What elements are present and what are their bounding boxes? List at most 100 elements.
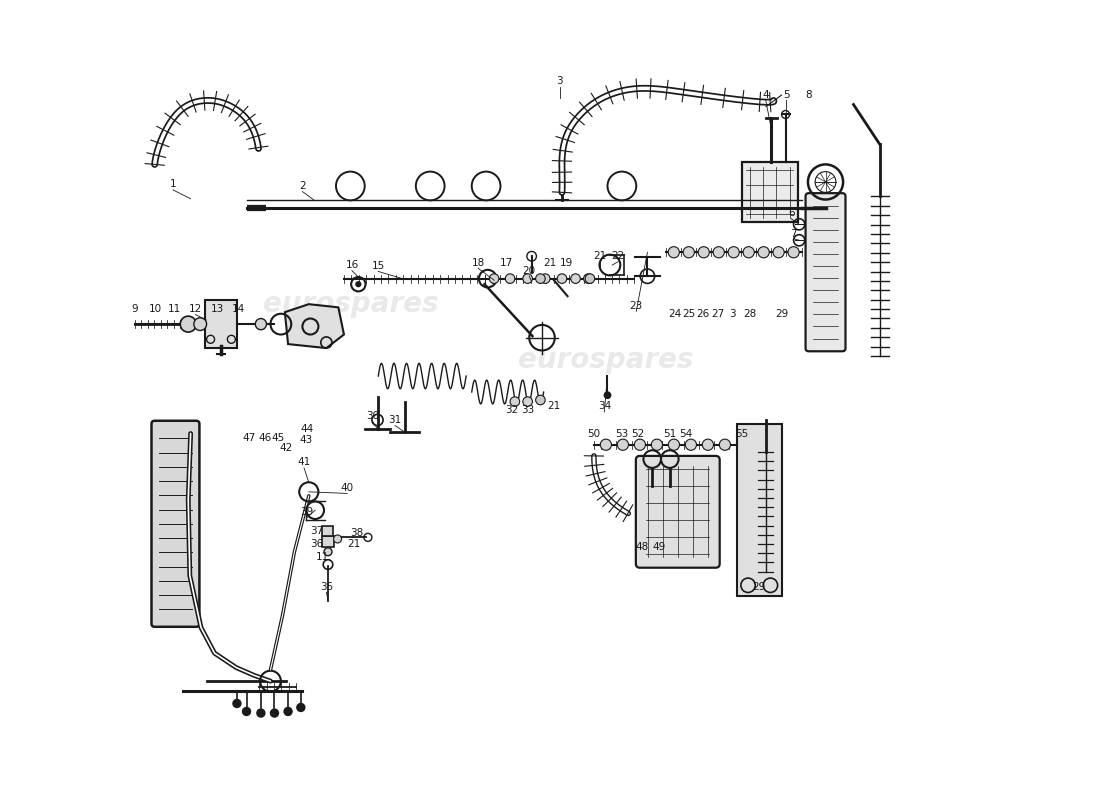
- Text: eurospares: eurospares: [263, 290, 438, 318]
- Text: 26: 26: [696, 309, 710, 318]
- Circle shape: [571, 274, 581, 283]
- Text: 4: 4: [762, 90, 769, 100]
- Circle shape: [284, 707, 292, 715]
- Text: 8: 8: [805, 90, 812, 100]
- Text: 46: 46: [258, 434, 272, 443]
- Text: 27: 27: [711, 309, 724, 318]
- Text: 24: 24: [668, 309, 681, 318]
- Text: 11: 11: [168, 304, 182, 314]
- Circle shape: [758, 246, 769, 258]
- Text: 14: 14: [232, 304, 245, 314]
- Text: 2: 2: [299, 181, 306, 191]
- Text: 47: 47: [242, 434, 255, 443]
- Circle shape: [604, 392, 611, 398]
- Circle shape: [702, 439, 714, 450]
- Bar: [321, 536, 334, 547]
- Text: 21: 21: [548, 402, 561, 411]
- Polygon shape: [205, 300, 236, 348]
- FancyBboxPatch shape: [805, 193, 846, 351]
- Text: 29: 29: [776, 309, 789, 318]
- Circle shape: [635, 439, 646, 450]
- Circle shape: [233, 699, 241, 707]
- Circle shape: [324, 548, 332, 556]
- Polygon shape: [737, 424, 782, 596]
- Text: 52: 52: [631, 429, 645, 438]
- Text: 3: 3: [557, 75, 563, 86]
- Circle shape: [522, 274, 532, 283]
- Text: 44: 44: [300, 424, 313, 434]
- Circle shape: [297, 703, 305, 711]
- Text: 50: 50: [587, 429, 601, 438]
- Circle shape: [583, 274, 593, 283]
- Text: 45: 45: [272, 434, 285, 443]
- Circle shape: [585, 274, 595, 283]
- Text: 54: 54: [679, 429, 692, 438]
- Text: 53: 53: [615, 429, 628, 438]
- Text: 11: 11: [316, 551, 329, 562]
- Text: 34: 34: [597, 402, 611, 411]
- Circle shape: [617, 439, 628, 450]
- Circle shape: [601, 439, 612, 450]
- Text: 17: 17: [500, 258, 514, 268]
- Text: 29: 29: [752, 582, 766, 592]
- Circle shape: [651, 439, 662, 450]
- Circle shape: [536, 395, 546, 405]
- Text: 40: 40: [341, 483, 354, 493]
- Circle shape: [540, 274, 550, 283]
- Polygon shape: [285, 304, 344, 348]
- Circle shape: [668, 246, 680, 258]
- Circle shape: [333, 535, 342, 543]
- FancyBboxPatch shape: [152, 421, 199, 627]
- Circle shape: [490, 274, 499, 283]
- Text: 35: 35: [320, 582, 333, 592]
- Text: 21: 21: [593, 251, 606, 262]
- Text: 41: 41: [297, 458, 310, 467]
- Circle shape: [271, 709, 278, 717]
- Text: 5: 5: [783, 90, 790, 100]
- Circle shape: [685, 439, 696, 450]
- Text: 33: 33: [521, 405, 535, 414]
- Text: 37: 37: [310, 526, 323, 536]
- Circle shape: [242, 707, 251, 715]
- Text: 49: 49: [652, 542, 666, 552]
- Circle shape: [255, 318, 266, 330]
- Circle shape: [713, 246, 724, 258]
- Text: 22: 22: [612, 251, 625, 262]
- Text: 13: 13: [211, 304, 224, 314]
- Text: 15: 15: [372, 261, 385, 271]
- Circle shape: [788, 246, 800, 258]
- Circle shape: [698, 246, 710, 258]
- Text: 21: 21: [348, 538, 361, 549]
- Text: 6: 6: [788, 208, 794, 218]
- Circle shape: [719, 439, 730, 450]
- Circle shape: [728, 246, 739, 258]
- Text: 18: 18: [472, 258, 485, 268]
- Text: 20: 20: [522, 266, 536, 276]
- Text: 19: 19: [559, 258, 573, 268]
- Text: 55: 55: [735, 429, 748, 438]
- Text: 9: 9: [131, 304, 138, 314]
- Circle shape: [558, 274, 566, 283]
- Circle shape: [773, 246, 784, 258]
- Circle shape: [536, 274, 546, 283]
- Circle shape: [356, 282, 361, 286]
- Text: 16: 16: [345, 260, 359, 270]
- Text: 38: 38: [350, 527, 363, 538]
- FancyBboxPatch shape: [636, 456, 719, 568]
- Circle shape: [522, 397, 532, 406]
- Text: 36: 36: [310, 538, 323, 549]
- Text: 43: 43: [299, 435, 312, 445]
- Text: 25: 25: [682, 309, 695, 318]
- Text: 51: 51: [663, 429, 676, 438]
- Text: 42: 42: [279, 443, 293, 453]
- Text: 30: 30: [366, 411, 379, 421]
- Text: 23: 23: [629, 301, 642, 310]
- Text: 48: 48: [635, 542, 649, 552]
- Circle shape: [180, 316, 196, 332]
- Bar: [321, 526, 333, 536]
- Text: 21: 21: [543, 258, 557, 268]
- Circle shape: [683, 246, 694, 258]
- Text: 10: 10: [148, 304, 162, 314]
- Text: 3: 3: [729, 309, 736, 318]
- Circle shape: [669, 439, 680, 450]
